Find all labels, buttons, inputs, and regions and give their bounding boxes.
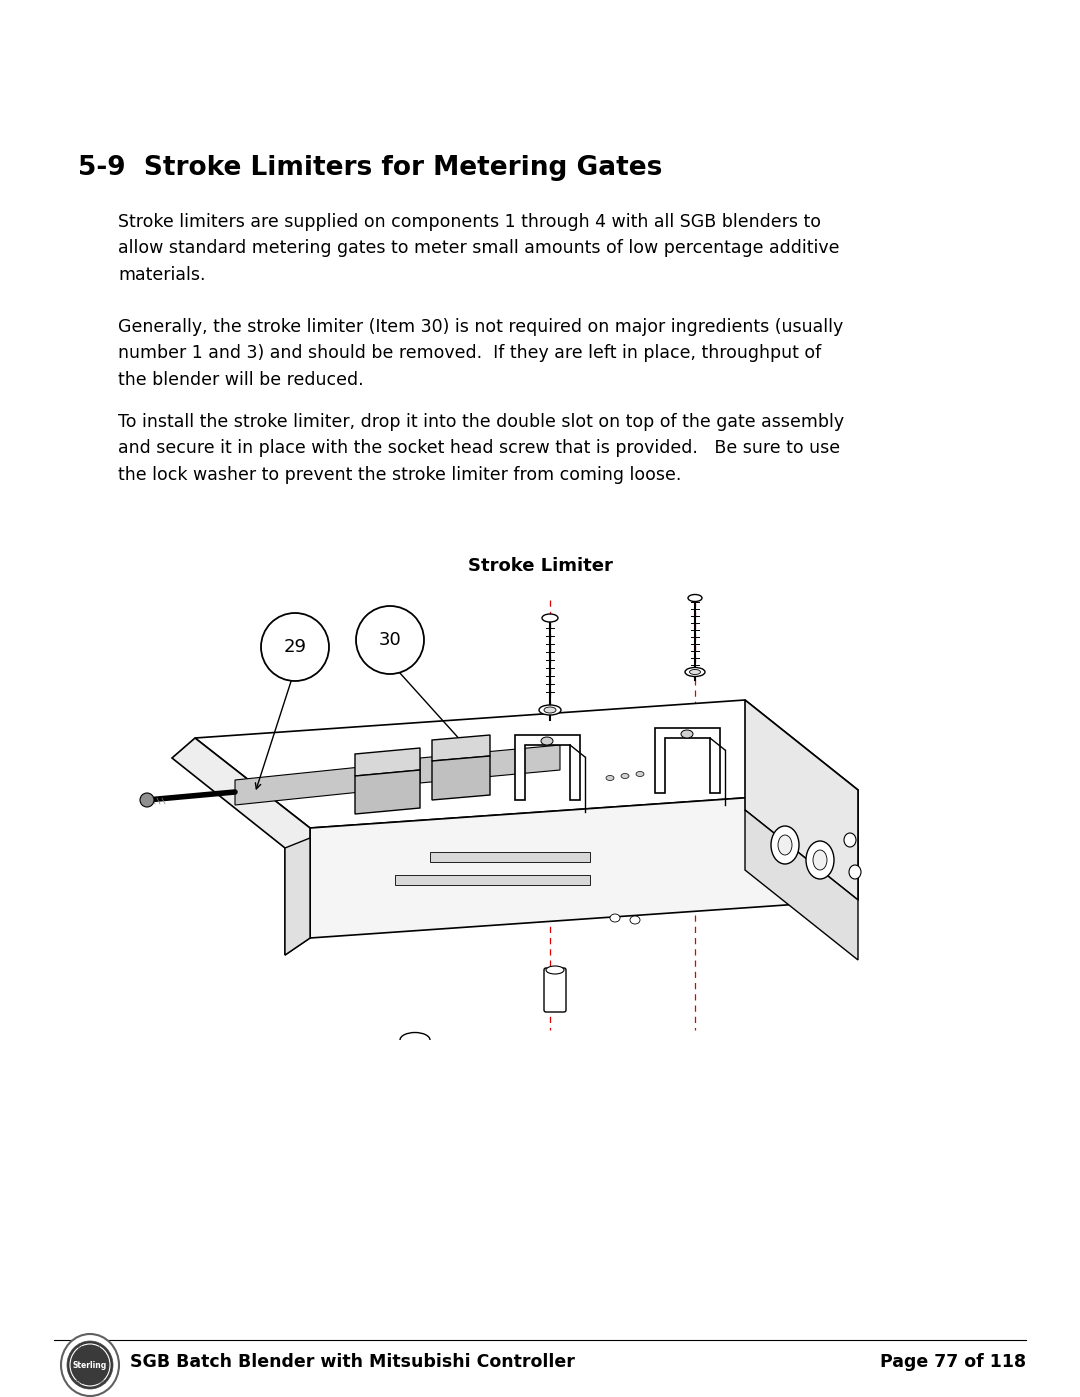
Ellipse shape	[806, 841, 834, 879]
Polygon shape	[515, 735, 580, 800]
Ellipse shape	[356, 606, 424, 673]
Ellipse shape	[621, 774, 629, 778]
Ellipse shape	[60, 1334, 119, 1396]
FancyBboxPatch shape	[544, 968, 566, 1011]
Polygon shape	[285, 838, 310, 956]
Ellipse shape	[636, 771, 644, 777]
Polygon shape	[310, 789, 858, 937]
Text: 29: 29	[283, 638, 307, 657]
Ellipse shape	[778, 835, 792, 855]
Ellipse shape	[689, 669, 701, 675]
Ellipse shape	[67, 1341, 113, 1389]
Polygon shape	[430, 852, 590, 862]
Ellipse shape	[843, 833, 856, 847]
Polygon shape	[432, 756, 490, 800]
Ellipse shape	[630, 916, 640, 923]
Text: Sterling: Sterling	[72, 1361, 107, 1369]
Polygon shape	[195, 700, 858, 828]
Ellipse shape	[542, 615, 558, 622]
Text: 30: 30	[379, 631, 402, 650]
Text: PROCESSING: PROCESSING	[75, 1379, 106, 1384]
Polygon shape	[395, 875, 590, 886]
Text: Stroke limiters are supplied on components 1 through 4 with all SGB blenders to
: Stroke limiters are supplied on componen…	[118, 212, 839, 284]
Ellipse shape	[771, 826, 799, 863]
Polygon shape	[235, 766, 380, 805]
Polygon shape	[172, 738, 310, 956]
Ellipse shape	[544, 707, 556, 712]
Ellipse shape	[849, 865, 861, 879]
Ellipse shape	[261, 613, 329, 680]
Text: SGB Batch Blender with Mitsubishi Controller: SGB Batch Blender with Mitsubishi Contro…	[130, 1354, 575, 1370]
Ellipse shape	[685, 668, 705, 676]
Ellipse shape	[546, 965, 564, 974]
Ellipse shape	[539, 705, 561, 715]
Text: MATERIAL: MATERIAL	[78, 1347, 103, 1351]
Polygon shape	[432, 735, 490, 761]
Polygon shape	[745, 700, 858, 900]
Text: Generally, the stroke limiter (Item 30) is not required on major ingredients (us: Generally, the stroke limiter (Item 30) …	[118, 319, 843, 388]
Polygon shape	[654, 728, 720, 793]
Text: Stroke Limiter: Stroke Limiter	[468, 557, 612, 576]
Text: Page 77 of 118: Page 77 of 118	[880, 1354, 1026, 1370]
Polygon shape	[355, 747, 420, 775]
Ellipse shape	[541, 738, 553, 745]
Ellipse shape	[610, 914, 620, 922]
Ellipse shape	[681, 731, 693, 738]
Ellipse shape	[813, 849, 827, 870]
Ellipse shape	[140, 793, 154, 807]
Text: 5-9  Stroke Limiters for Metering Gates: 5-9 Stroke Limiters for Metering Gates	[78, 155, 662, 182]
Ellipse shape	[606, 775, 615, 781]
Text: To install the stroke limiter, drop it into the double slot on top of the gate a: To install the stroke limiter, drop it i…	[118, 414, 845, 483]
Polygon shape	[745, 810, 858, 960]
Polygon shape	[355, 770, 420, 814]
Polygon shape	[420, 745, 561, 782]
Ellipse shape	[688, 595, 702, 602]
